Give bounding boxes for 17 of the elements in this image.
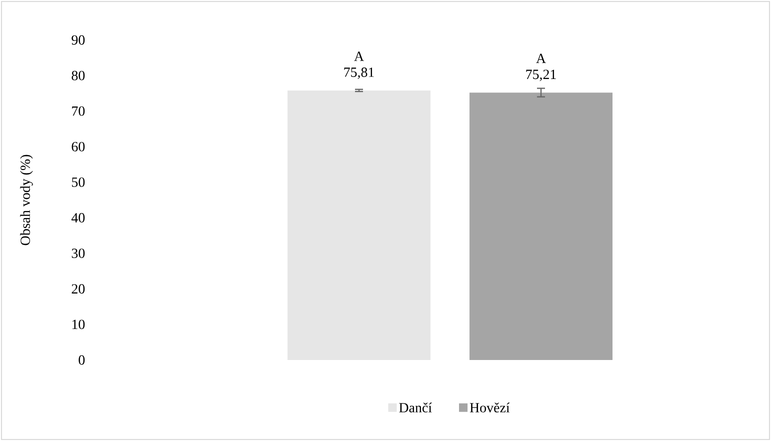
annotation: A bbox=[536, 54, 546, 63]
y-tick-label: 40 bbox=[71, 213, 85, 222]
y-tick-label: 20 bbox=[72, 284, 85, 294]
y-tick-label: 50 bbox=[72, 177, 85, 187]
y-axis-title: Obsah vody (%) bbox=[20, 154, 33, 246]
y-tick-label: 30 bbox=[72, 248, 85, 258]
y-tick-label: 80 bbox=[72, 70, 85, 80]
legend-label: Dančí bbox=[399, 402, 432, 412]
y-tick-label: 70 bbox=[72, 106, 85, 116]
data-label: 75,81 bbox=[344, 68, 374, 79]
annotation: A bbox=[354, 52, 364, 61]
y-tick-label: 90 bbox=[72, 35, 85, 45]
legend-label: Hovězí bbox=[470, 402, 510, 412]
y-tick-label: 10 bbox=[72, 320, 85, 330]
data-label: 75,21 bbox=[526, 70, 556, 82]
y-tick-label: 0 bbox=[78, 355, 85, 365]
y-tick-label: 60 bbox=[72, 142, 85, 152]
